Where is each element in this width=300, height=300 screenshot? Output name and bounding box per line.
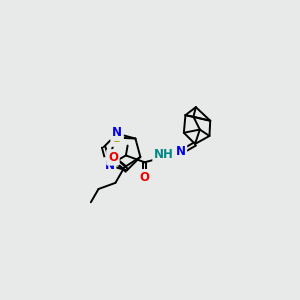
Text: NH: NH xyxy=(154,148,174,160)
Text: O: O xyxy=(140,171,150,184)
Text: N: N xyxy=(112,126,122,139)
Text: N: N xyxy=(105,159,115,172)
Text: N: N xyxy=(176,146,185,158)
Text: O: O xyxy=(108,151,118,164)
Text: S: S xyxy=(112,132,121,145)
